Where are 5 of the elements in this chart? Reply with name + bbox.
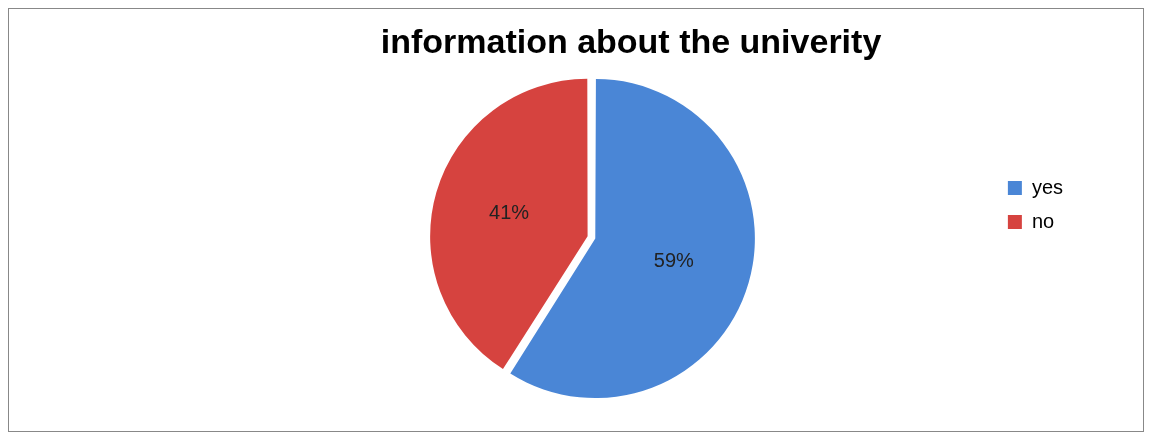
data-label: 41%: [489, 200, 530, 223]
chart-title: information about the univerity: [380, 21, 882, 60]
legend-label: no: [1031, 209, 1055, 232]
legend-label: yes: [1031, 175, 1063, 198]
data-label: 59%: [653, 248, 695, 271]
